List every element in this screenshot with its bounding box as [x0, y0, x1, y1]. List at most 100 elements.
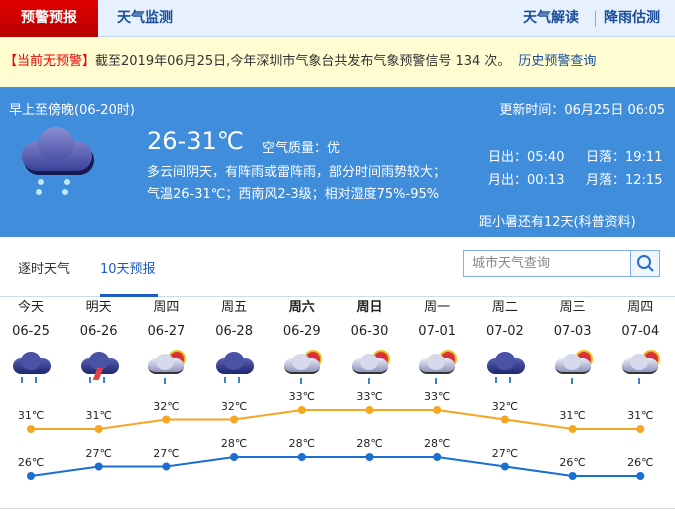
low-temp-line — [30, 456, 641, 477]
high-temp-label: 31℃ — [559, 409, 586, 422]
partly-rain-weather-icon — [336, 350, 404, 386]
search-button[interactable] — [630, 250, 660, 277]
top-nav — [0, 0, 675, 37]
forecast-day: 明天 — [85, 300, 112, 315]
low-temp-point — [297, 453, 306, 461]
moonrise: 月出：00:13 — [488, 173, 565, 188]
history-warning-link[interactable]: 历史预警查询 — [518, 54, 597, 69]
city-search-input[interactable]: 城市天气查询 — [463, 250, 631, 277]
period: 早上至傍晚(06-20时) — [9, 103, 135, 118]
low-temp-point — [162, 462, 171, 471]
high-temp-label: 32℃ — [491, 399, 519, 413]
forecast-date: 06-27 — [147, 324, 186, 339]
low-temp-label: 27℃ — [153, 446, 180, 460]
low-temp-point — [636, 472, 645, 480]
forecast-date: 06-26 — [79, 324, 118, 339]
partly-rain-weather-icon — [539, 350, 607, 386]
forecast-day: 周二 — [491, 300, 518, 315]
rain-cloud-icon — [20, 127, 100, 202]
link-rain-estimate[interactable]: 降雨估测 — [604, 10, 660, 26]
high-temp-point — [636, 425, 645, 433]
partly-rain-weather-icon — [403, 350, 471, 386]
forecast-date: 07-04 — [621, 324, 660, 339]
search-icon — [637, 255, 654, 272]
air-quality: 空气质量：优 — [262, 141, 341, 156]
low-temp-label: 27℃ — [491, 446, 519, 460]
forecast-date: 07-03 — [553, 324, 592, 339]
forecast-date: 06-25 — [12, 324, 50, 339]
divider — [595, 11, 596, 27]
low-temp-point — [500, 462, 509, 471]
warning-bar: 【当前无预警】截至2019年06月25日,今年深圳市气象台共发布气象预警信号 1… — [0, 37, 675, 87]
high-temp-point — [568, 425, 577, 433]
low-temp-point — [365, 453, 374, 461]
forecast-day: 周四 — [627, 300, 654, 315]
partly-rain-weather-icon — [606, 350, 674, 386]
low-temp-label: 26℃ — [559, 456, 586, 469]
high-temp-point — [162, 415, 171, 424]
forecast-date: 06-28 — [215, 324, 253, 339]
low-temp-point — [27, 472, 35, 480]
high-temp-label: 31℃ — [85, 409, 112, 422]
low-temp-point — [433, 453, 442, 461]
tab-hourly[interactable]: 逐时天气 — [18, 262, 71, 277]
high-temp-line — [31, 409, 641, 430]
partly-rain-weather-icon — [132, 350, 200, 386]
low-temp-label: 28℃ — [424, 437, 451, 450]
update-time: 更新时间：06月25日 06:05 — [499, 103, 665, 118]
high-temp-label: 33℃ — [356, 390, 383, 403]
high-temp-point — [297, 406, 306, 414]
high-temp-point — [230, 415, 239, 424]
low-temp-label: 26℃ — [17, 456, 45, 469]
high-temp-point — [500, 415, 509, 424]
low-temp-label: 28℃ — [288, 437, 315, 450]
current-weather-panel: 早上至傍晚(06-20时) 更新时间：06月25日 06:05 26-31℃ 空… — [0, 87, 675, 237]
high-temp-point — [433, 406, 442, 414]
high-temp-label: 32℃ — [220, 399, 248, 413]
forecast-day: 今天 — [17, 300, 44, 315]
solar-term-link[interactable]: 距小暑还有12天(科普资料) — [479, 215, 636, 230]
forecast-date: 07-01 — [418, 324, 457, 339]
warning-text: 截至2019年06月25日,今年深圳市气象台共发布气象预警信号 134 次。 — [95, 54, 511, 69]
low-temp-label: 28℃ — [220, 437, 248, 450]
forecast-day: 周五 — [221, 300, 248, 315]
high-temp-point — [94, 425, 103, 433]
tab-weather-monitor[interactable]: 天气监测 — [117, 10, 173, 26]
rain-weather-icon — [471, 350, 539, 386]
rain-weather-icon — [0, 350, 65, 386]
sunrise: 日出：05:40 — [488, 150, 565, 165]
rain-weather-icon — [200, 350, 268, 386]
link-weather-analysis[interactable]: 天气解读 — [523, 10, 579, 26]
forecast-day: 周六 — [288, 300, 315, 315]
partly-rain-weather-icon — [268, 350, 336, 386]
forecast-date: 06-29 — [282, 324, 321, 339]
low-temp-label: 28℃ — [356, 437, 383, 450]
high-temp-label: 33℃ — [424, 390, 451, 403]
divider — [0, 508, 675, 509]
low-temp-label: 26℃ — [627, 456, 654, 469]
low-temp-label: 27℃ — [85, 446, 112, 460]
weather-desc-2: 气温26-31℃；西南风2-3级；相对湿度75%-95% — [147, 187, 440, 202]
forecast-day: 周一 — [424, 300, 451, 315]
tab-10day[interactable]: 10天预报 — [100, 262, 156, 277]
sunset: 日落：19:11 — [586, 150, 663, 165]
high-temp-label: 31℃ — [17, 409, 45, 422]
forecast-day: 周四 — [153, 300, 180, 315]
low-temp-point — [230, 453, 239, 461]
moonset: 月落：12:15 — [586, 173, 663, 188]
forecast-date: 06-30 — [350, 324, 389, 339]
thunder-weather-icon — [65, 350, 133, 386]
low-temp-point — [568, 472, 577, 480]
high-temp-label: 33℃ — [288, 390, 315, 403]
forecast-date: 07-02 — [486, 324, 524, 339]
low-temp-point — [94, 462, 103, 471]
tab-warning-forecast[interactable]: 预警预报 — [0, 0, 98, 37]
forecast-day: 周三 — [559, 300, 586, 315]
weather-desc-1: 多云间阴天，有阵雨或雷阵雨，部分时间雨势较大； — [147, 165, 447, 180]
warning-status: 【当前无预警】 — [4, 54, 96, 69]
high-temp-label: 31℃ — [627, 409, 654, 422]
high-temp-point — [365, 406, 374, 414]
active-tab-indicator — [100, 294, 158, 297]
divider — [0, 296, 675, 297]
temperature-chart — [27, 406, 645, 480]
